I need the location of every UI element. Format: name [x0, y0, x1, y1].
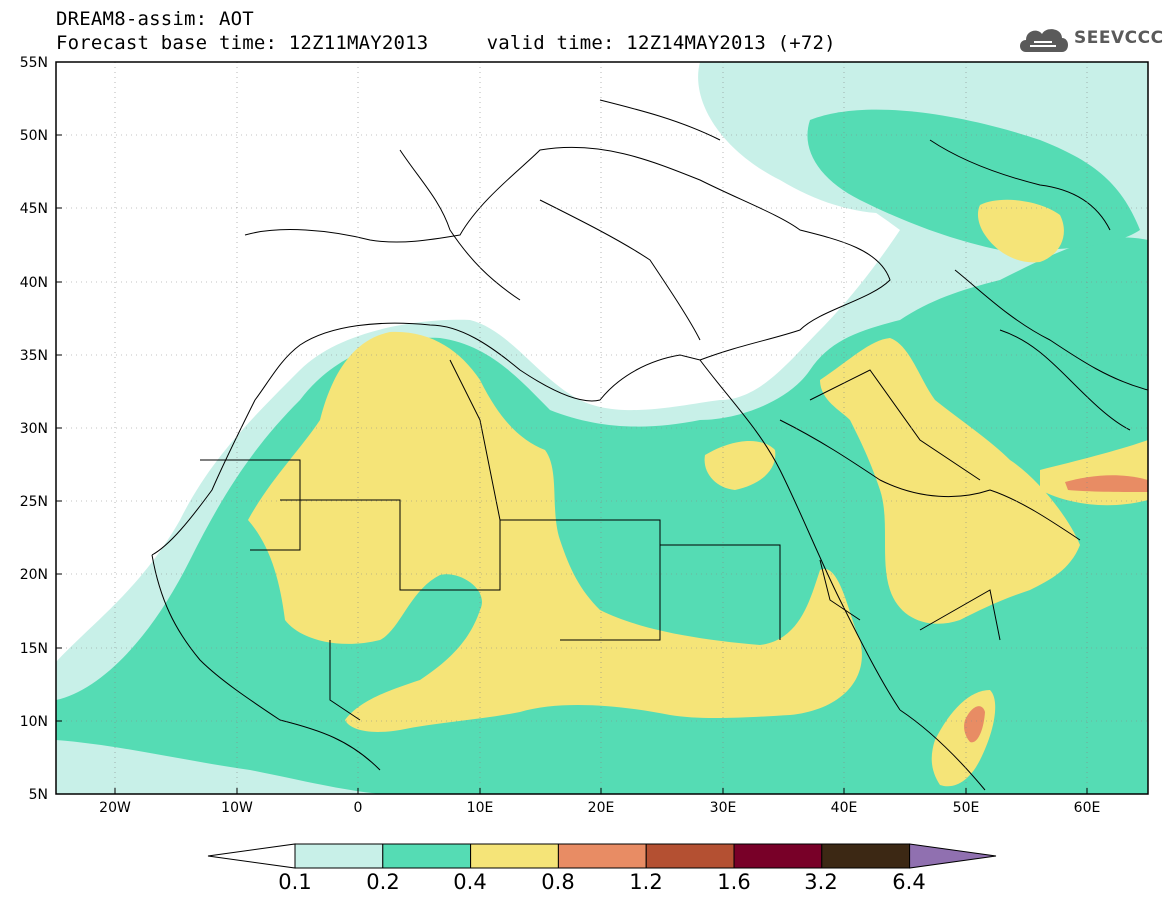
lon-label: 50E	[953, 800, 980, 816]
aot-contour-0.8-iran	[1065, 475, 1148, 492]
colorbar-label: 0.4	[453, 870, 487, 894]
lon-label: 0	[354, 800, 363, 816]
colorbar-arrow-high	[909, 843, 997, 869]
lat-label: 45N	[20, 201, 48, 217]
colorbar	[207, 843, 997, 869]
colorbar-segment	[733, 843, 823, 869]
colorbar-label: 1.6	[717, 870, 751, 894]
lon-label: 40E	[831, 800, 858, 816]
colorbar-segment	[382, 843, 472, 869]
colorbar-label: 0.1	[278, 870, 312, 894]
coastlines	[151, 99, 1148, 791]
aot-contour-0.8-somalia	[964, 706, 985, 743]
colorbar-segment	[294, 843, 384, 869]
seevccc-logo: SEEVCCC	[1016, 22, 1163, 56]
logo-text: SEEVCCC	[1074, 28, 1164, 48]
colorbar-segment	[645, 843, 735, 869]
lat-label: 35N	[20, 348, 48, 364]
cloud-icon	[1020, 29, 1068, 52]
lon-label: 10W	[221, 800, 253, 816]
grid-lines	[56, 62, 1148, 794]
colorbar-segment	[557, 843, 647, 869]
lat-label: 40N	[20, 275, 48, 291]
lat-label: 30N	[20, 421, 48, 437]
tick-marks	[56, 61, 1088, 795]
aot-contour-0.4-sahara	[248, 331, 862, 732]
colorbar-label: 6.4	[892, 870, 926, 894]
lat-label: 15N	[20, 641, 48, 657]
lon-label: 60E	[1074, 800, 1101, 816]
colorbar-segment	[821, 843, 911, 869]
colorbar-label: 3.2	[804, 870, 838, 894]
lat-label: 55N	[20, 55, 48, 71]
lon-label: 30E	[710, 800, 737, 816]
lat-label: 5N	[29, 787, 48, 803]
aot-contour-0.4-arabia	[820, 338, 1080, 624]
colorbar-arrow-low	[207, 843, 296, 869]
lon-label: 20W	[99, 800, 131, 816]
longitude-labels: 20W 10W 0 10E 20E 30E 40E 50E 60E	[99, 800, 1100, 816]
colorbar-label: 0.8	[541, 870, 575, 894]
colorbar-label: 1.2	[629, 870, 663, 894]
forecast-time-line: Forecast base time: 12Z11MAY2013 valid t…	[56, 32, 836, 54]
aot-field	[56, 62, 1148, 794]
lon-label: 20E	[588, 800, 615, 816]
lat-label: 25N	[20, 494, 48, 510]
plot-title: DREAM8-assim: AOT	[56, 8, 254, 30]
latitude-labels: 55N 50N 45N 40N 35N 30N 25N 20N 15N 10N …	[20, 55, 48, 803]
lat-label: 50N	[20, 128, 48, 144]
lon-label: 10E	[467, 800, 494, 816]
colorbar-label: 0.2	[366, 870, 400, 894]
colorbar-segment	[470, 843, 559, 869]
aot-contour-0.4-egypt	[704, 440, 776, 490]
lat-label: 20N	[20, 567, 48, 583]
lat-label: 10N	[20, 714, 48, 730]
aot-contour-0.4-kazakh	[977, 199, 1064, 263]
